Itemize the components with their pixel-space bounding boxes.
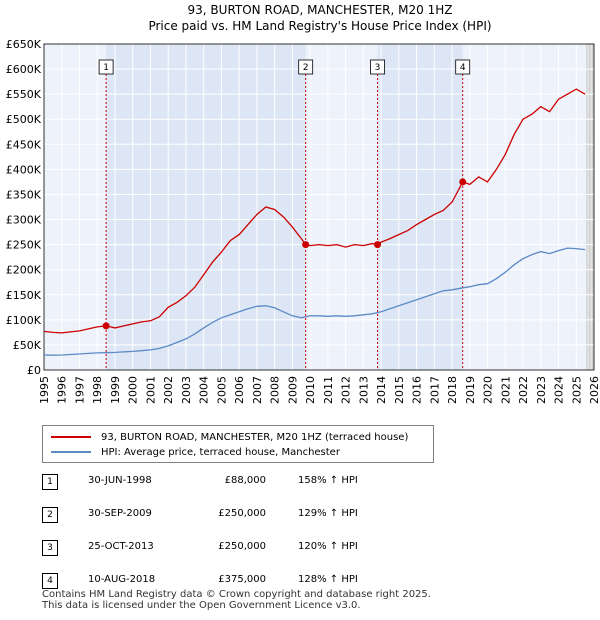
legend-item-hpi: HPI: Average price, terraced house, Manc… — [51, 445, 340, 459]
x-tick-label: 2007 — [251, 376, 264, 404]
sale-number-label: 2 — [303, 63, 309, 73]
x-tick-label: 2022 — [517, 376, 530, 404]
sale-number-badge: 2 — [42, 507, 58, 523]
x-tick-label: 2008 — [269, 376, 282, 404]
legend-property-label: 93, BURTON ROAD, MANCHESTER, M20 1HZ (te… — [101, 431, 409, 443]
sale-point — [302, 241, 310, 249]
y-tick-label: £600K — [6, 63, 42, 76]
x-tick-label: 2016 — [411, 376, 424, 404]
sale-number-badge: 1 — [42, 474, 58, 490]
x-tick-label: 2014 — [375, 376, 388, 404]
x-tick-label: 2026 — [588, 376, 600, 404]
sale-number-box — [455, 59, 471, 75]
x-tick-label: 2011 — [322, 376, 335, 404]
y-tick-label: £350K — [6, 188, 42, 201]
y-tick-label: £300K — [6, 214, 42, 227]
sale-point — [102, 322, 110, 330]
legend-item-property: 93, BURTON ROAD, MANCHESTER, M20 1HZ (te… — [51, 430, 408, 444]
footer-copyright: Contains HM Land Registry data © Crown c… — [42, 589, 431, 600]
legend: 93, BURTON ROAD, MANCHESTER, M20 1HZ (te… — [42, 425, 434, 463]
table-row: 2 30-SEP-2009 £250,000 129% ↑ HPI — [42, 507, 442, 523]
table-row: 3 25-OCT-2013 £250,000 120% ↑ HPI — [42, 540, 442, 556]
y-tick-label: £550K — [6, 88, 42, 101]
price-chart: 93, BURTON ROAD, MANCHESTER, M20 1HZ Pri… — [6, 3, 600, 404]
x-tick-label: 2017 — [428, 376, 441, 404]
sale-hpi-change: 129% ↑ HPI — [298, 508, 358, 519]
x-tick-label: 2000 — [127, 376, 140, 404]
x-tick-label: 2005 — [215, 376, 228, 404]
plot-frame — [43, 43, 595, 371]
y-tick-label: £650K — [6, 38, 42, 51]
x-tick-label: 2013 — [357, 376, 370, 404]
sale-number-badge: 4 — [42, 573, 58, 589]
x-tick-label: 2021 — [499, 376, 512, 404]
table-row: 1 30-JUN-1998 £88,000 158% ↑ HPI — [42, 474, 442, 490]
x-tick-label: 2019 — [464, 376, 477, 404]
table-row: 4 10-AUG-2018 £375,000 128% ↑ HPI — [42, 573, 442, 589]
x-tick-label: 1999 — [109, 376, 122, 404]
y-tick-label: £450K — [6, 138, 42, 151]
sale-date: 30-SEP-2009 — [88, 508, 152, 519]
legend-hpi-label: HPI: Average price, terraced house, Manc… — [101, 446, 340, 458]
y-tick-label: £0 — [27, 364, 41, 377]
x-tick-label: 2002 — [162, 376, 175, 404]
sale-number-box — [98, 59, 114, 75]
x-tick-label: 2003 — [180, 376, 193, 404]
sale-price: £88,000 — [224, 475, 266, 486]
x-tick-label: 2018 — [446, 376, 459, 404]
x-tick-label: 1995 — [38, 376, 51, 404]
x-tick-label: 2024 — [553, 376, 566, 404]
series-line — [43, 88, 586, 334]
sale-hpi-change: 128% ↑ HPI — [298, 574, 358, 585]
sale-number-box — [370, 59, 385, 75]
y-tick-label: £250K — [6, 239, 42, 252]
x-tick-label: 2012 — [340, 376, 353, 404]
y-tick-label: £500K — [6, 113, 42, 126]
chart-title: 93, BURTON ROAD, MANCHESTER, M20 1HZ — [188, 3, 453, 17]
x-tick-label: 2025 — [570, 376, 583, 404]
x-tick-label: 2023 — [535, 376, 548, 404]
sale-number-label: 1 — [103, 63, 109, 73]
sale-point — [459, 178, 467, 186]
sale-date: 30-JUN-1998 — [88, 475, 152, 486]
y-tick-label: £100K — [6, 314, 42, 327]
sale-price: £250,000 — [218, 541, 266, 552]
sale-hpi-change: 158% ↑ HPI — [298, 475, 358, 486]
sale-price: £250,000 — [218, 508, 266, 519]
x-tick-label: 2020 — [482, 376, 495, 404]
sale-date: 10-AUG-2018 — [88, 574, 156, 585]
footer: Contains HM Land Registry data © Crown c… — [42, 589, 431, 611]
sale-number-label: 4 — [460, 63, 466, 73]
x-tick-label: 2015 — [393, 376, 406, 404]
sale-number-box — [298, 59, 314, 75]
x-tick-label: 2010 — [304, 376, 317, 404]
sale-number-label: 3 — [375, 63, 381, 73]
ownership-span — [106, 44, 306, 370]
x-tick-label: 1997 — [73, 376, 86, 404]
property-line-swatch — [51, 436, 91, 438]
y-tick-label: £50K — [13, 339, 42, 352]
x-tick-label: 2001 — [144, 376, 157, 404]
sale-number-badge: 3 — [42, 540, 58, 556]
x-tick-label: 1998 — [91, 376, 104, 404]
chart-subtitle: Price paid vs. HM Land Registry's House … — [148, 19, 491, 33]
plot-area: £0 £50K £100K £150K £200K £250K £300K £350K £400… — [6, 38, 600, 404]
sale-point — [374, 241, 382, 249]
y-tick-label: £200K — [6, 264, 42, 277]
series-line — [43, 247, 586, 356]
ownership-span — [377, 44, 463, 370]
forecast-region — [586, 44, 594, 370]
x-tick-label: 2006 — [233, 376, 246, 404]
sale-date: 25-OCT-2013 — [88, 541, 154, 552]
hpi-line-swatch — [51, 451, 91, 453]
sale-hpi-change: 120% ↑ HPI — [298, 541, 358, 552]
x-tick-label: 2004 — [198, 376, 211, 404]
x-tick-label: 2009 — [286, 376, 299, 404]
footer-licence: This data is licensed under the Open Gov… — [42, 600, 361, 611]
y-tick-label: £150K — [6, 289, 42, 302]
x-tick-label: 1996 — [56, 376, 69, 404]
y-tick-label: £400K — [6, 163, 42, 176]
sale-price: £375,000 — [218, 574, 266, 585]
